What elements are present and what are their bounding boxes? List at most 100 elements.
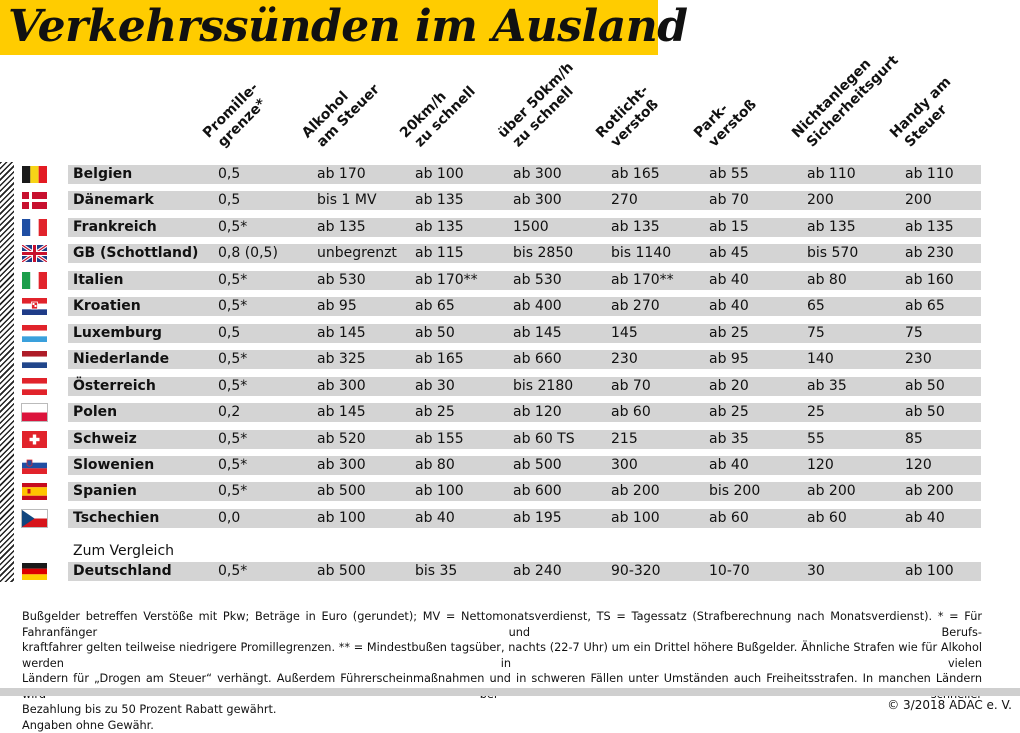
table-cell: 230: [905, 350, 932, 369]
table-cell: ab 270: [611, 297, 660, 316]
footer-bar: [0, 688, 1020, 696]
croatia-flag: [22, 298, 47, 315]
table-cell: 300: [611, 456, 638, 475]
table-cell: ab 165: [611, 165, 660, 184]
country-name: Österreich: [73, 377, 156, 396]
table-cell: ab 70: [611, 377, 651, 396]
table-cell: 0,5*: [218, 377, 247, 396]
table-cell: 25: [807, 403, 825, 422]
table-cell: 0,5: [218, 191, 240, 210]
table-cell: 200: [905, 191, 932, 210]
table-cell: 120: [905, 456, 932, 475]
country-name: Spanien: [73, 482, 137, 501]
table-cell: 140: [807, 350, 834, 369]
country-name: Niederlande: [73, 350, 169, 369]
table-cell: ab 40: [709, 297, 749, 316]
table-cell: ab 25: [709, 403, 749, 422]
table-cell: 0,5*: [218, 271, 247, 290]
table-cell: ab 300: [317, 377, 366, 396]
table-cell: ab 500: [513, 456, 562, 475]
belgium-flag: [22, 166, 47, 183]
table-cell: ab 100: [905, 562, 954, 581]
table-cell: bis 570: [807, 244, 858, 263]
table-cell: ab 30: [415, 377, 455, 396]
table-cell: 0,2: [218, 403, 240, 422]
table-cell: ab 530: [513, 271, 562, 290]
table-cell: ab 160: [905, 271, 954, 290]
table-cell: 0,5: [218, 324, 240, 343]
table-cell: bis 1140: [611, 244, 671, 263]
table-cell: bis 1 MV: [317, 191, 377, 210]
table-cell: 120: [807, 456, 834, 475]
table-cell: ab 230: [905, 244, 954, 263]
table-cell: ab 200: [905, 482, 954, 501]
table-cell: ab 40: [709, 271, 749, 290]
table-cell: ab 300: [513, 191, 562, 210]
table-cell: ab 170: [317, 165, 366, 184]
table-cell: ab 60: [611, 403, 651, 422]
column-header: Promille-grenze*: [200, 80, 274, 154]
table-cell: ab 100: [415, 165, 464, 184]
table-cell: ab 200: [611, 482, 660, 501]
country-name: Dänemark: [73, 191, 154, 210]
footnote-line: Bezahlung bis zu 50 Prozent Rabatt gewäh…: [22, 702, 982, 718]
table-cell: 270: [611, 191, 638, 210]
table-cell: ab 100: [611, 509, 660, 528]
table-cell: ab 100: [317, 509, 366, 528]
country-name: Luxemburg: [73, 324, 162, 343]
country-name: Schweiz: [73, 430, 137, 449]
table-cell: ab 80: [807, 271, 847, 290]
italy-flag: [22, 272, 47, 289]
table-cell: ab 135: [415, 191, 464, 210]
table-cell: 90-320: [611, 562, 661, 581]
footnote-line: Angaben ohne Gewähr.: [22, 718, 982, 733]
table-cell: ab 65: [905, 297, 945, 316]
table-cell: ab 15: [709, 218, 749, 237]
table-cell: unbegrenzt: [317, 244, 397, 263]
spain-flag: [22, 483, 47, 500]
country-name: Belgien: [73, 165, 132, 184]
table-cell: bis 2850: [513, 244, 573, 263]
table-cell: ab 95: [317, 297, 357, 316]
table-cell: ab 120: [513, 403, 562, 422]
hatched-margin: [0, 162, 14, 582]
table-cell: 215: [611, 430, 638, 449]
table-cell: 0,0: [218, 509, 240, 528]
table-cell: 10-70: [709, 562, 750, 581]
table-cell: ab 25: [415, 403, 455, 422]
country-name: Polen: [73, 403, 117, 422]
table-cell: 230: [611, 350, 638, 369]
table-cell: ab 60 TS: [513, 430, 575, 449]
table-cell: 75: [807, 324, 825, 343]
country-name: Kroatien: [73, 297, 141, 316]
czech-flag: [22, 510, 47, 527]
column-header: Park-verstoß: [691, 85, 760, 154]
country-name: Tschechien: [73, 509, 159, 528]
column-header: Rotlicht-verstoß: [593, 82, 665, 154]
table-cell: ab 135: [905, 218, 954, 237]
footnote-line: Ländern für „Drogen am Steuer“ verhängt.…: [22, 671, 982, 702]
table-cell: ab 300: [317, 456, 366, 475]
france-flag: [22, 219, 47, 236]
country-name: Frankreich: [73, 218, 157, 237]
table-cell: ab 300: [513, 165, 562, 184]
table-cell: ab 520: [317, 430, 366, 449]
uk-flag: [22, 245, 47, 262]
table-cell: ab 80: [415, 456, 455, 475]
table-cell: ab 195: [513, 509, 562, 528]
austria-flag: [22, 378, 47, 395]
table-cell: ab 45: [709, 244, 749, 263]
country-name: Slowenien: [73, 456, 154, 475]
table-cell: ab 55: [709, 165, 749, 184]
table-cell: 0,5*: [218, 456, 247, 475]
table-cell: ab 135: [317, 218, 366, 237]
